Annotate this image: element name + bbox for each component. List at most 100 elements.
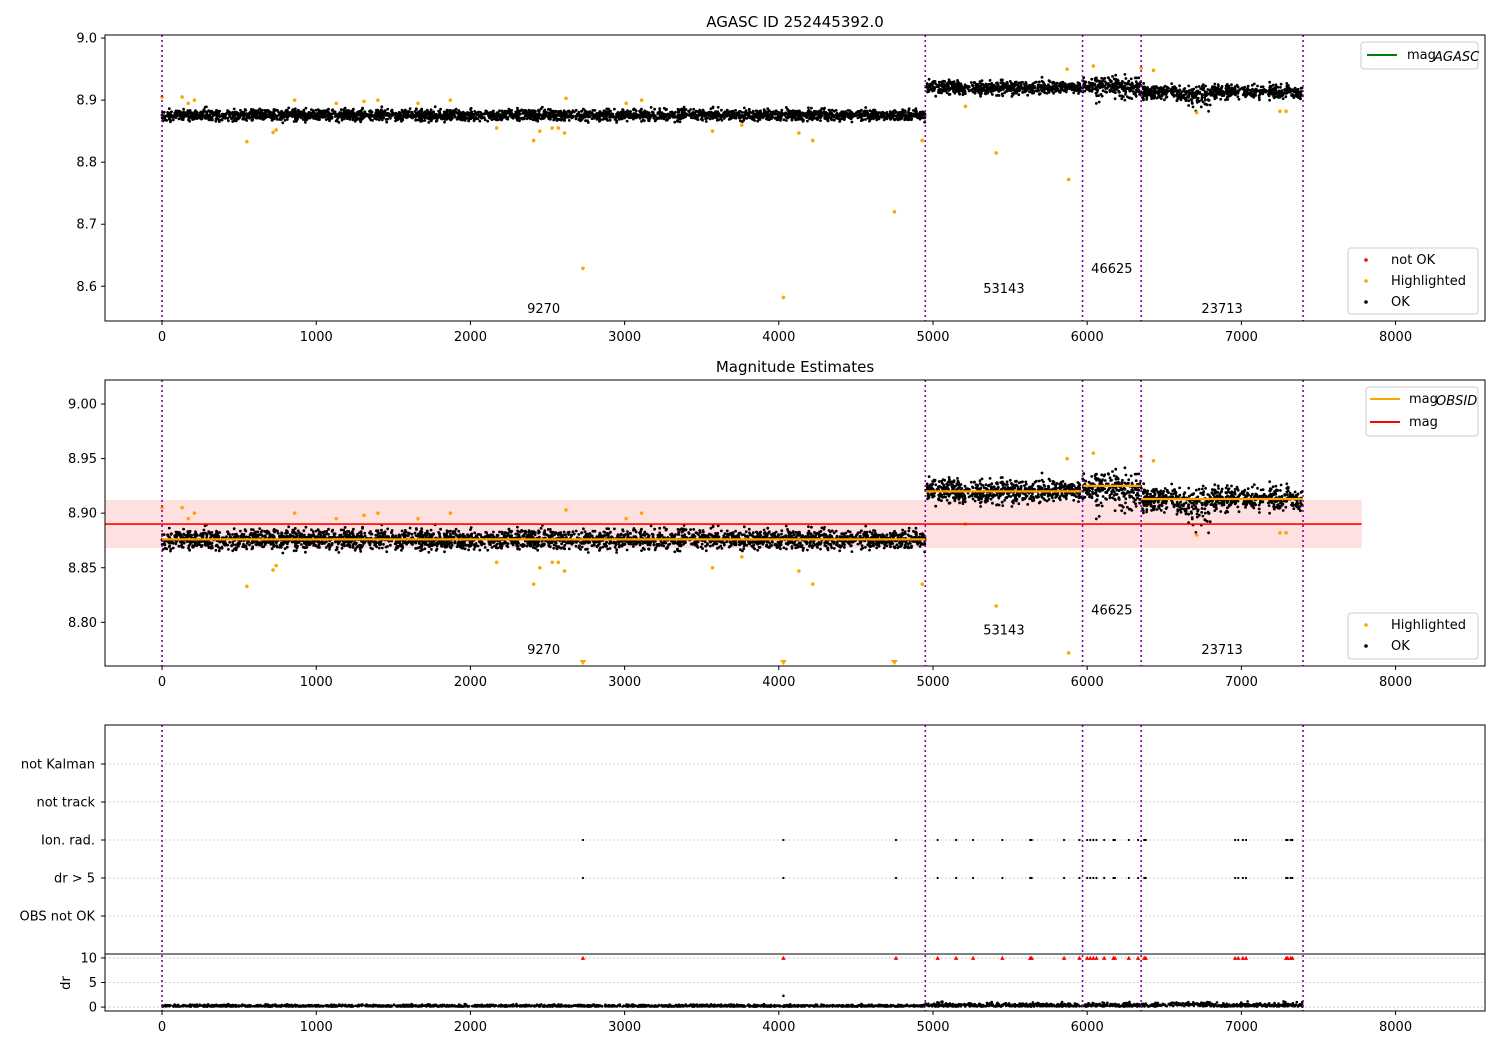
- ok-point: [1104, 90, 1107, 94]
- highlighted-point: [1091, 64, 1096, 68]
- ok-point: [711, 105, 715, 109]
- ok-point: [835, 116, 838, 120]
- ok-point: [434, 119, 438, 123]
- ok-point: [653, 119, 657, 123]
- ok-point: [343, 117, 346, 121]
- ok-point: [1284, 95, 1288, 99]
- ok-point: [1045, 91, 1049, 95]
- ok-point: [927, 84, 930, 88]
- ok-point: [325, 115, 328, 118]
- ok-point: [467, 119, 470, 123]
- ok-point: [1097, 94, 1100, 97]
- ok-point: [773, 116, 777, 120]
- ok-point: [995, 81, 998, 85]
- ok-point: [807, 525, 810, 528]
- ok-point: [522, 117, 526, 121]
- ok-point: [472, 119, 476, 123]
- ok-point: [982, 86, 985, 90]
- ok-point: [408, 107, 412, 110]
- ok-point: [893, 117, 897, 121]
- ok-point: [1146, 86, 1149, 89]
- ok-point: [704, 117, 707, 121]
- ok-point: [813, 109, 816, 113]
- ok-point: [302, 108, 306, 112]
- ok-point: [742, 116, 746, 119]
- ok-point: [227, 113, 231, 116]
- ok-point: [610, 115, 613, 119]
- ok-point: [1261, 88, 1264, 92]
- ok-point: [300, 110, 303, 114]
- ok-point: [1178, 88, 1182, 92]
- ok-point: [611, 113, 614, 116]
- ok-point: [687, 109, 690, 113]
- ok-point: [744, 111, 747, 115]
- ok-point: [1274, 87, 1277, 91]
- ok-point: [832, 115, 836, 119]
- x-tick-label: 6000: [1071, 330, 1104, 345]
- ok-point: [850, 120, 854, 124]
- ok-point: [844, 110, 848, 113]
- magnitude-points: [160, 451, 1304, 665]
- ok-point: [786, 108, 790, 112]
- ok-point: [295, 118, 299, 122]
- ok-point: [403, 111, 407, 115]
- ok-point: [708, 117, 712, 121]
- ok-point: [1124, 92, 1127, 96]
- highlighted-point: [994, 151, 999, 155]
- ok-point: [578, 117, 581, 120]
- ok-point: [834, 109, 838, 112]
- ok-point: [1068, 84, 1072, 87]
- ok-point: [1150, 86, 1154, 89]
- ok-point: [224, 113, 228, 116]
- ok-point: [583, 112, 586, 116]
- ok-point: [899, 114, 903, 117]
- ok-point: [1111, 75, 1114, 78]
- highlighted-point: [810, 138, 815, 143]
- ok-point: [702, 111, 706, 114]
- ok-point: [1203, 96, 1207, 100]
- ok-point: [522, 111, 526, 115]
- ok-point: [864, 524, 868, 528]
- ok-point: [1087, 84, 1091, 88]
- ok-point: [1236, 95, 1240, 98]
- ok-point: [179, 115, 183, 118]
- ok-point: [967, 89, 971, 93]
- ok-point: [1180, 96, 1183, 99]
- ok-point: [1281, 97, 1285, 100]
- ok-point: [1054, 89, 1057, 93]
- ok-point: [789, 115, 793, 119]
- ok-point: [643, 119, 646, 123]
- ok-point: [962, 86, 966, 89]
- ok-point: [692, 116, 696, 120]
- ok-point: [192, 117, 196, 121]
- ok-point: [380, 118, 384, 122]
- ok-point: [417, 110, 420, 114]
- ok-point: [737, 111, 740, 115]
- ok-point: [692, 107, 696, 111]
- ok-point: [314, 108, 318, 112]
- ok-point: [688, 113, 691, 117]
- ok-point: [591, 109, 595, 112]
- ok-point: [807, 106, 810, 110]
- ok-point: [806, 110, 810, 113]
- ok-point: [1242, 86, 1246, 90]
- ok-point: [198, 111, 202, 115]
- ok-point: [1252, 93, 1255, 96]
- legend-label: not OK: [1391, 253, 1436, 268]
- ok-point: [492, 117, 496, 121]
- ok-point: [1244, 95, 1247, 99]
- ok-point: [822, 110, 826, 114]
- ok-point: [165, 119, 169, 122]
- ok-point: [848, 115, 852, 119]
- ok-point: [869, 114, 872, 117]
- ok-point: [363, 110, 367, 113]
- ok-point: [838, 120, 842, 123]
- ok-point: [1063, 82, 1067, 85]
- ok-point: [369, 110, 373, 114]
- ok-point: [217, 120, 221, 123]
- ok-point: [1002, 82, 1005, 85]
- ok-point: [387, 114, 391, 118]
- ok-point: [788, 110, 792, 114]
- ok-point: [701, 108, 705, 112]
- ok-point: [273, 109, 276, 113]
